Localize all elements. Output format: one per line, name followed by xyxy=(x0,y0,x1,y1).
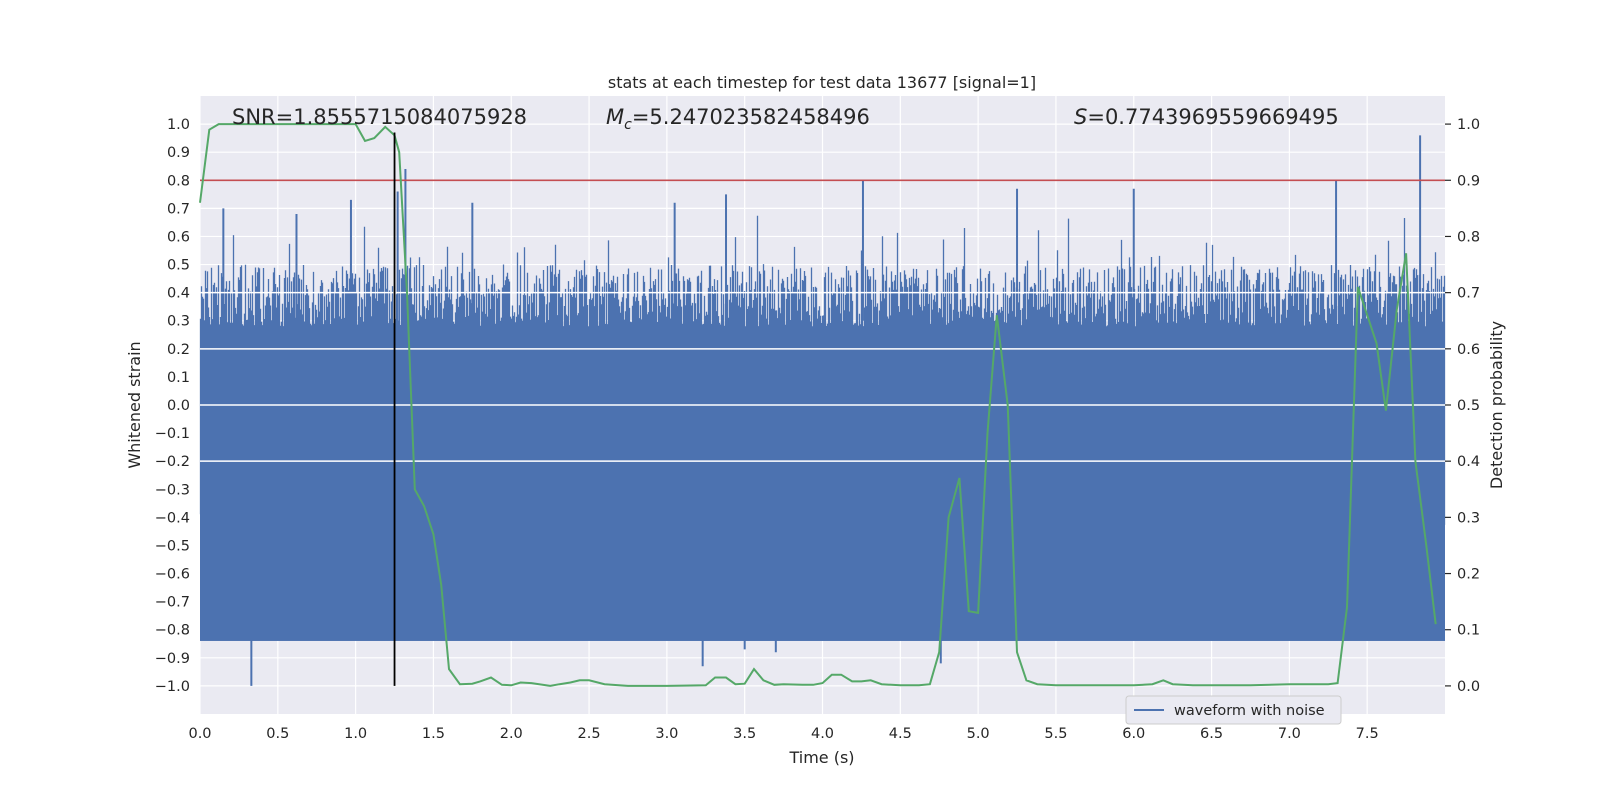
left-y-axis-label: Whitened strain xyxy=(125,341,144,468)
left-y-tick-label: −1.0 xyxy=(155,679,190,695)
chirp-mass-value: =5.247023582458496 xyxy=(632,105,870,129)
right-y-tick-label: 0.7 xyxy=(1457,286,1480,302)
x-tick-label: 5.5 xyxy=(1044,726,1067,742)
right-y-axis-label: Detection probability xyxy=(1487,321,1506,489)
left-y-tick-label: 0.4 xyxy=(167,286,190,302)
chart-title: stats at each timestep for test data 136… xyxy=(608,73,1036,92)
x-tick-label: 7.0 xyxy=(1278,726,1301,742)
left-y-tick-label: −0.3 xyxy=(155,482,190,498)
left-y-tick-label: −0.1 xyxy=(155,426,190,442)
right-y-tick-label: 0.3 xyxy=(1457,510,1480,526)
x-tick-label: 4.0 xyxy=(811,726,834,742)
left-y-tick-label: −0.4 xyxy=(155,510,190,526)
x-tick-label: 1.5 xyxy=(422,726,445,742)
x-tick-label: 0.0 xyxy=(188,726,211,742)
x-tick-label: 0.5 xyxy=(266,726,289,742)
left-y-tick-label: −0.7 xyxy=(155,595,190,611)
left-y-tick-label: 1.0 xyxy=(167,117,190,133)
waveform-noise-band xyxy=(199,215,1446,581)
legend-box xyxy=(1125,695,1342,725)
left-y-tick-label: 0.5 xyxy=(167,258,190,274)
left-y-tick-label: −0.8 xyxy=(155,623,190,639)
right-y-tick-label: 0.2 xyxy=(1457,567,1480,583)
right-y-tick-label: 0.5 xyxy=(1457,398,1480,414)
x-tick-label: 1.0 xyxy=(344,726,367,742)
left-y-tick-label: −0.9 xyxy=(155,651,190,667)
left-y-tick-labels: 1.0 0.9 0.8 0.7 0.6 0.5 0.4 0.3 0.2 0.1 0.0 −0.1 −0.… xyxy=(155,117,190,695)
right-y-tick-label: 1.0 xyxy=(1457,117,1480,133)
detection-probability-line xyxy=(199,123,1437,687)
legend: waveform with noise xyxy=(1125,695,1342,725)
s-symbol: S xyxy=(1074,105,1087,129)
x-axis-label: Time (s) xyxy=(788,748,854,767)
right-y-tick-label: 0.0 xyxy=(1457,679,1480,695)
left-y-tick-label: 0.6 xyxy=(167,229,190,245)
left-y-tick-label: 0.9 xyxy=(167,145,190,161)
x-tick-label: 2.0 xyxy=(500,726,523,742)
x-tick-label: 3.5 xyxy=(733,726,756,742)
waveform-series xyxy=(199,135,1446,686)
left-y-tick-label: −0.5 xyxy=(155,538,190,554)
snr-annotation: SNR=1.8555715084075928 xyxy=(232,105,527,129)
right-y-tick-label: 0.6 xyxy=(1457,342,1480,358)
left-y-tick-label: 0.8 xyxy=(167,173,190,189)
x-tick-labels: 0.0 0.5 1.0 1.5 2.0 2.5 3.0 3.5 4.0 4.5 5.0 5.5 6.0 6… xyxy=(188,726,1378,742)
left-y-tick-label: 0.7 xyxy=(167,201,190,217)
x-tick-label: 6.5 xyxy=(1200,726,1223,742)
x-tick-label: 4.5 xyxy=(889,726,912,742)
chirp-mass-annotation: Mc=5.247023582458496 xyxy=(606,105,870,133)
right-y-tick-label: 0.4 xyxy=(1457,454,1480,470)
left-y-tick-label: 0.2 xyxy=(167,342,190,358)
right-y-tick-label: 0.1 xyxy=(1457,623,1480,639)
x-tick-label: 5.0 xyxy=(967,726,990,742)
left-y-tick-label: 0.0 xyxy=(167,398,190,414)
x-tick-label: 3.0 xyxy=(655,726,678,742)
x-tick-label: 6.0 xyxy=(1122,726,1145,742)
legend-label: waveform with noise xyxy=(1174,703,1325,719)
right-y-tick-labels: 1.0 0.9 0.8 0.7 0.6 0.5 0.4 0.3 0.2 0.1 0.0 xyxy=(1445,117,1480,695)
waveform-core xyxy=(200,472,1445,641)
s-annotation: S=0.7743969559669495 xyxy=(1074,105,1339,129)
left-y-tick-label: −0.6 xyxy=(155,567,190,583)
left-y-tick-label: 0.1 xyxy=(167,370,190,386)
s-value: =0.7743969559669495 xyxy=(1087,105,1338,129)
left-y-tick-label: −0.2 xyxy=(155,454,190,470)
x-tick-label: 7.5 xyxy=(1356,726,1379,742)
left-y-tick-label: 0.3 xyxy=(167,314,190,330)
chirp-mass-symbol: M xyxy=(606,105,624,129)
x-tick-label: 2.5 xyxy=(578,726,601,742)
right-y-tick-label: 0.9 xyxy=(1457,173,1480,189)
chirp-mass-subscript: c xyxy=(624,117,632,133)
right-y-tick-label: 0.8 xyxy=(1457,229,1480,245)
